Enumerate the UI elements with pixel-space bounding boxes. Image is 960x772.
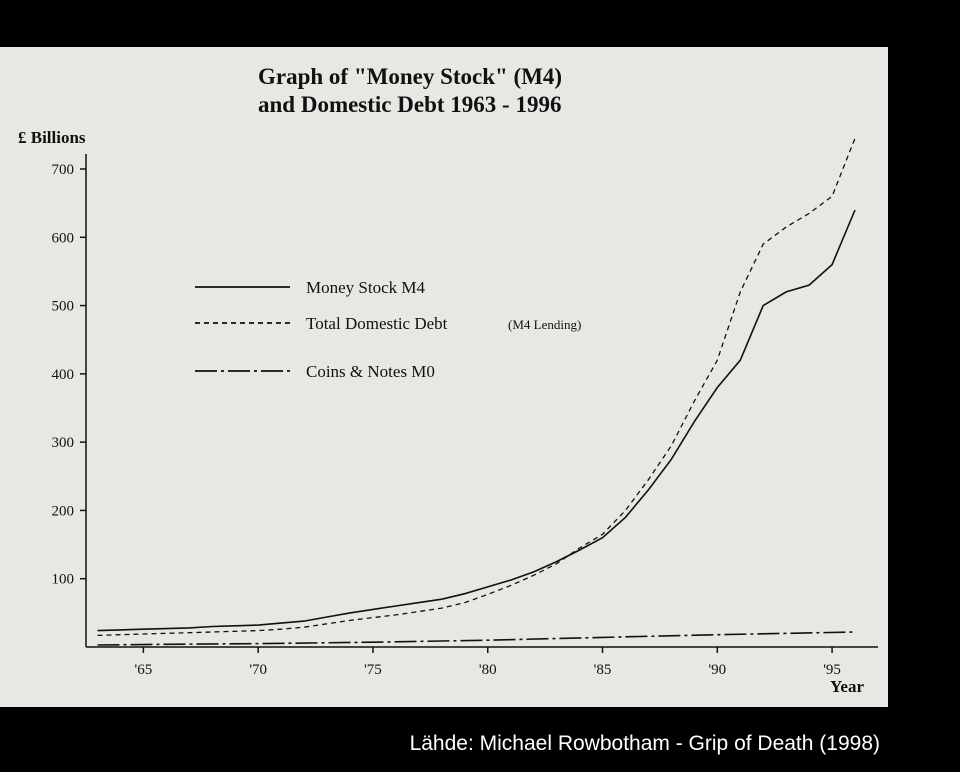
y-tick-label: 200 [52,503,75,519]
y-axis-label: £ Billions [18,128,86,147]
x-tick-label: '80 [479,662,497,678]
y-tick-label: 100 [52,572,75,588]
legend-label: Money Stock M4 [306,278,426,297]
y-tick-label: 700 [52,162,75,178]
y-ticks: 100 200 300 400 500 600 700 [52,162,86,588]
x-tick-label: '95 [823,662,841,678]
legend: Money Stock M4 Total Domestic Debt (M4 Len… [195,278,581,381]
source-caption: Lähde: Michael Rowbotham - Grip of Death… [409,732,880,755]
x-ticks: '65 '70 '75 '80 '85 '90 '95 [135,647,841,678]
series-line-money-stock-m4 [97,209,856,632]
x-tick-label: '85 [594,662,612,678]
series-line-total-domestic-debt [97,138,856,637]
y-tick-label: 300 [52,435,75,451]
series-line-coins-notes-m0 [97,631,856,646]
y-tick-label: 400 [52,367,75,383]
x-tick-label: '70 [249,662,267,678]
chart-title-line1: Graph of "Money Stock" (M4) [258,64,562,89]
y-tick-label: 500 [52,299,75,315]
series-group [97,138,856,646]
legend-label: Total Domestic Debt [306,314,448,333]
legend-label: Coins & Notes M0 [306,362,435,381]
chart-svg: Graph of "Money Stock" (M4) and Domestic… [18,64,878,696]
legend-note: (M4 Lending) [508,317,581,332]
chart-image: Graph of "Money Stock" (M4) and Domestic… [0,47,888,707]
x-tick-label: '65 [135,662,153,678]
y-tick-label: 600 [52,230,75,246]
x-tick-label: '75 [364,662,382,678]
x-axis-label: Year [830,677,864,696]
x-tick-label: '90 [708,662,726,678]
chart-title-line2: and Domestic Debt 1963 - 1996 [258,92,561,117]
